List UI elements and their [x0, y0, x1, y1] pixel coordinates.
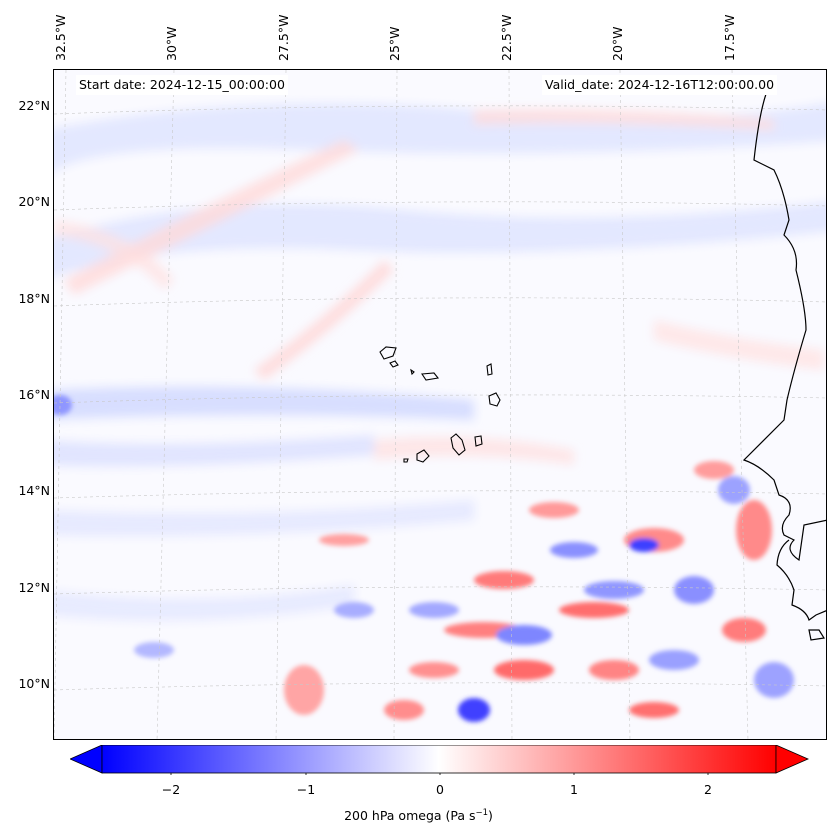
valid-date-label: Valid_date: 2024-12-16T12:00:00.00 [542, 75, 778, 95]
omega-background-field [54, 103, 826, 621]
colorbar-tick-minus1: −1 [296, 782, 316, 797]
lat-label-10N: 10°N [18, 676, 50, 691]
lon-label-17.5W: 17.5°W [722, 14, 737, 61]
colorbar-title-main: 200 hPa omega (Pa s [344, 808, 476, 824]
coastline [742, 93, 826, 641]
lat-label-18N: 18°N [18, 291, 50, 306]
lon-label-32.5W: 32.5°W [53, 14, 68, 61]
gridlines [54, 70, 826, 739]
colorbar-tick-1: 1 [570, 782, 578, 797]
lat-label-14N: 14°N [18, 483, 50, 498]
colorbar-title: 200 hPa omega (Pa s−1) [0, 808, 837, 823]
colorbar-ticks [170, 773, 709, 775]
omega-field-map [54, 70, 826, 739]
cape-verde-islands [379, 346, 501, 463]
lon-label-20W: 20°W [610, 26, 625, 61]
lat-label-12N: 12°N [18, 580, 50, 595]
lon-label-27.5W: 27.5°W [276, 14, 291, 61]
omega-active-field [54, 395, 794, 722]
colorbar-tick-2: 2 [704, 782, 712, 797]
colorbar-tick-0: 0 [436, 782, 444, 797]
lat-label-16N: 16°N [18, 387, 50, 402]
lat-label-20N: 20°N [18, 194, 50, 209]
colorbar-tick-minus2: −2 [161, 782, 181, 797]
colorbar-title-end: ) [488, 808, 493, 824]
colorbar-gradient [101, 745, 777, 774]
colorbar [70, 745, 809, 775]
map-panel [53, 69, 827, 740]
colorbar-title-exponent: −1 [475, 808, 489, 818]
lon-label-22.5W: 22.5°W [499, 14, 514, 61]
lon-label-30W: 30°W [164, 26, 179, 61]
colorbar-max-extend [775, 745, 809, 774]
lon-label-25W: 25°W [387, 26, 402, 61]
colorbar-min-extend [70, 745, 103, 774]
lat-label-22N: 22°N [18, 98, 50, 113]
start-date-label: Start date: 2024-12-15_00:00:00 [76, 75, 288, 95]
